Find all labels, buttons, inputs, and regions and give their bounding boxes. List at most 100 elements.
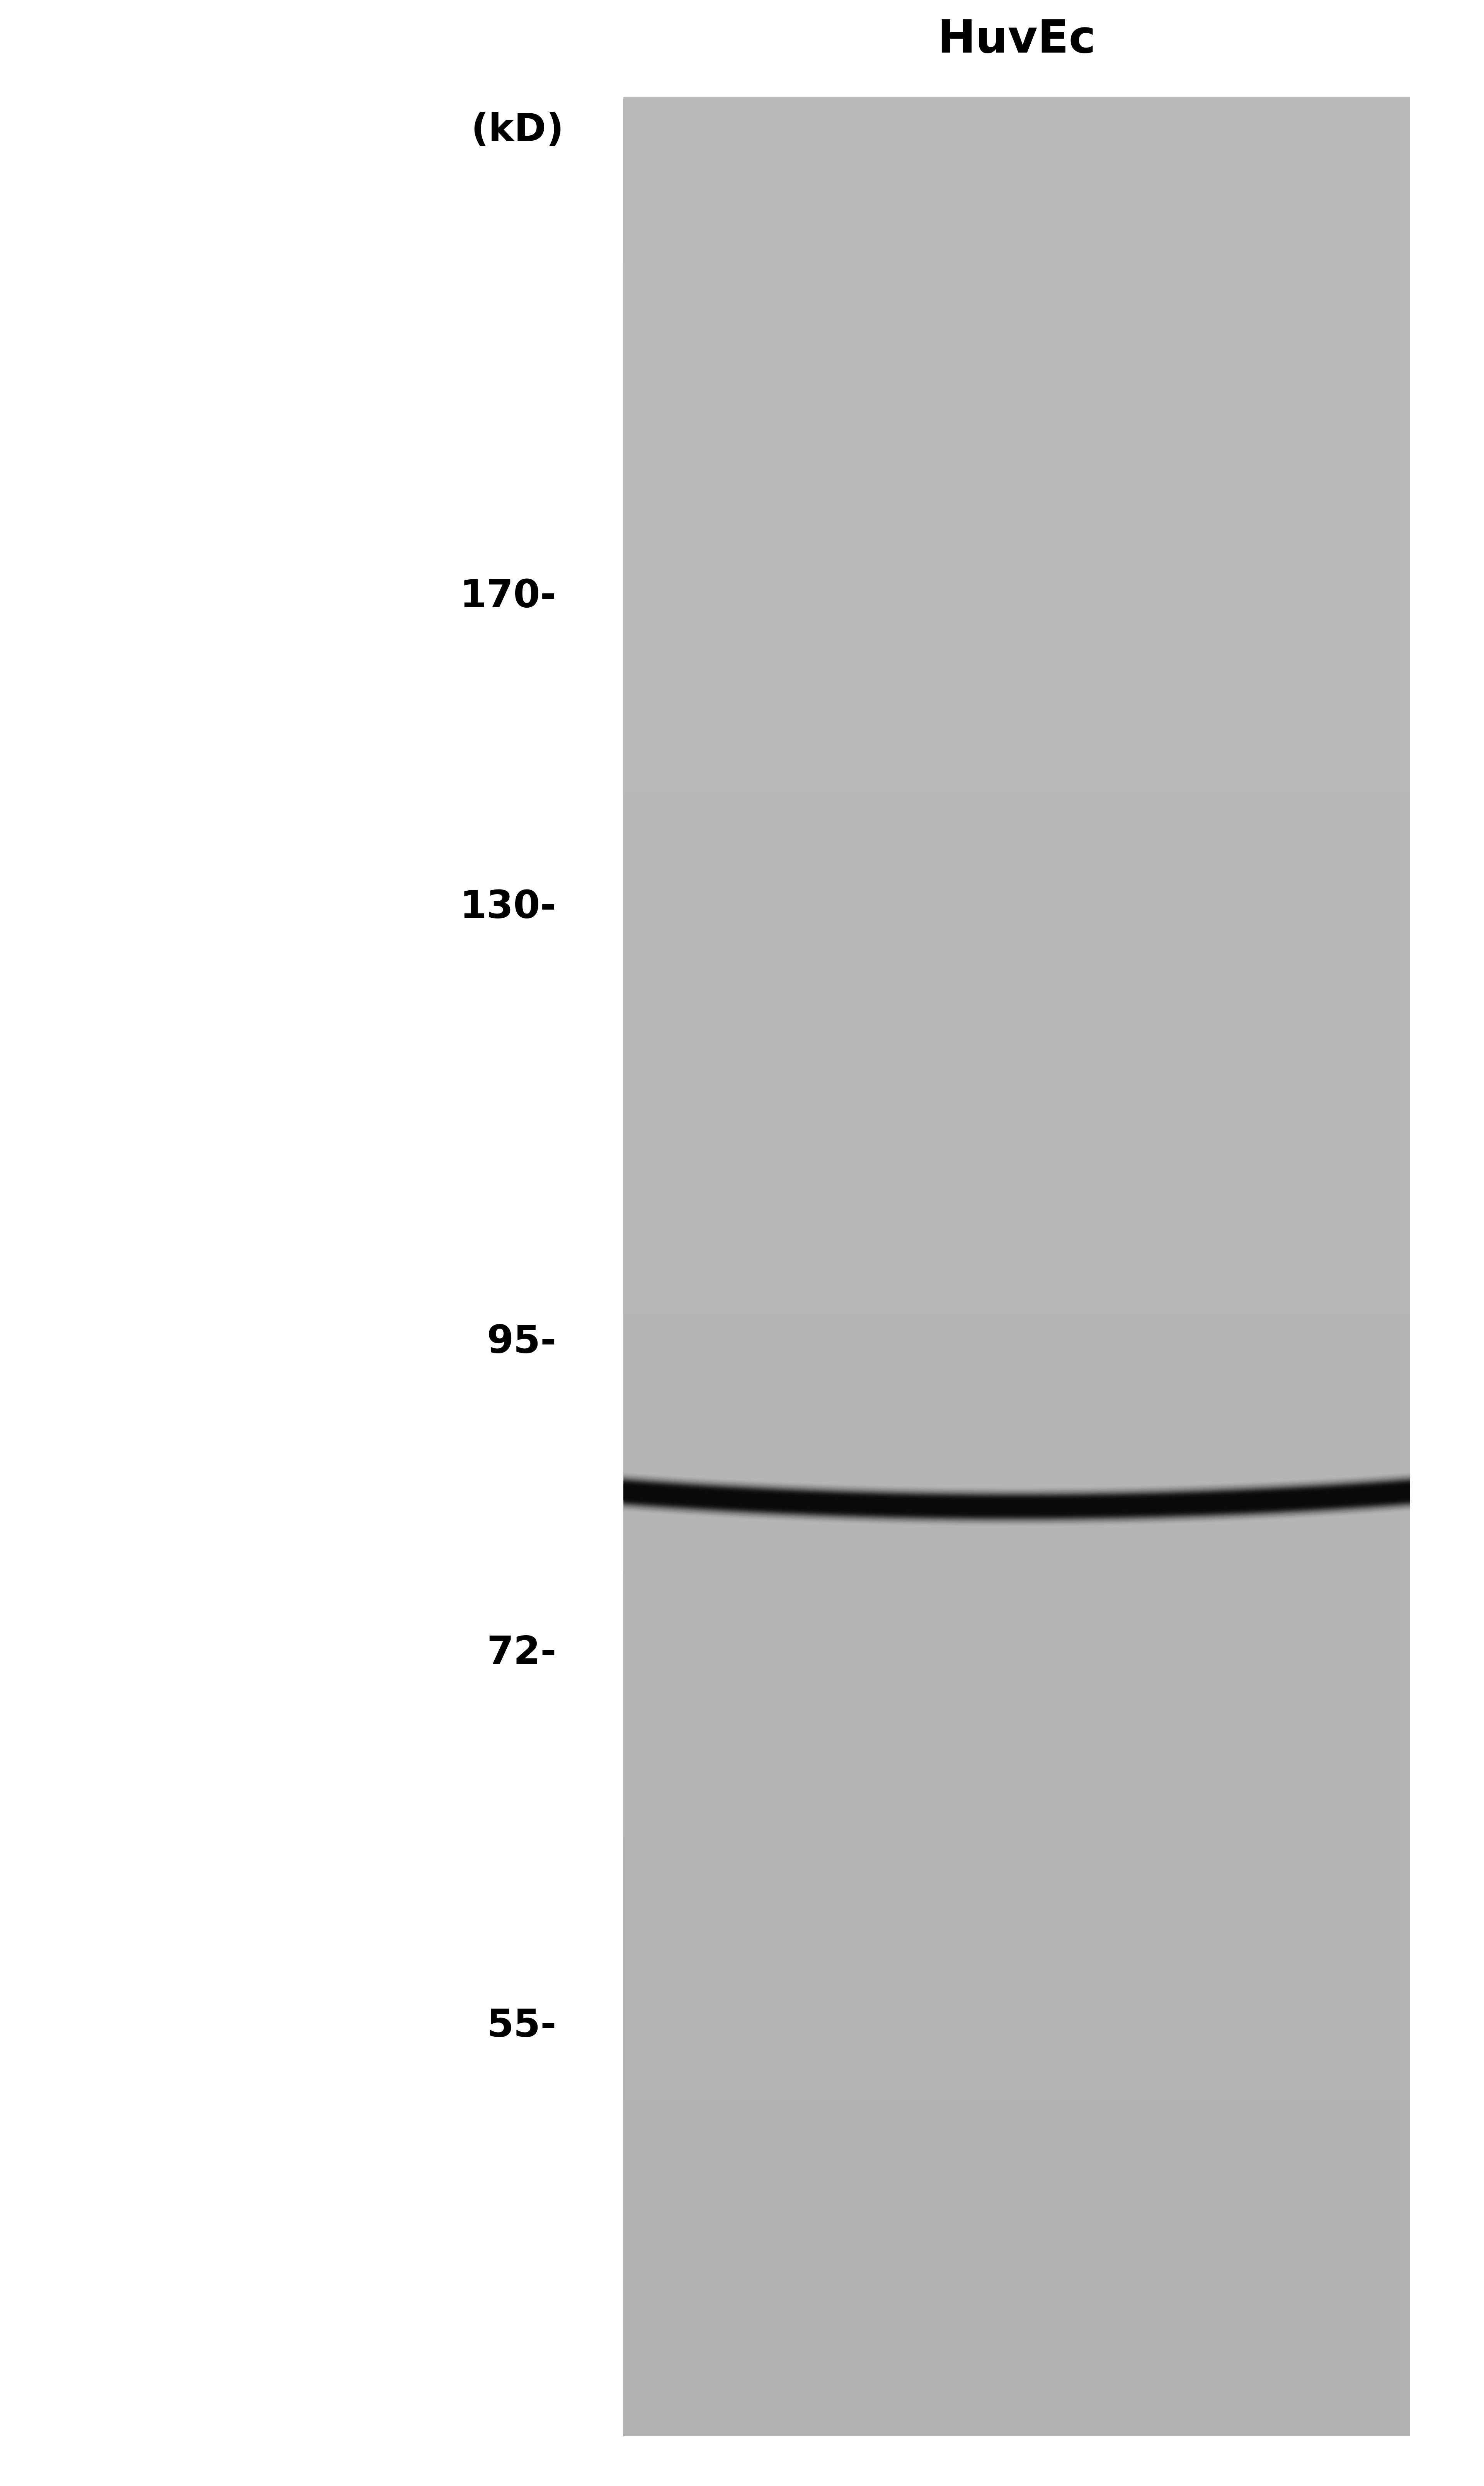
Bar [623,408,1410,418]
Bar [623,1934,1410,1947]
Text: (kD): (kD) [470,112,564,149]
Bar [623,1298,1410,1308]
Bar [623,1141,1410,1151]
Bar [623,1273,1410,1283]
Bar [623,1305,1410,1315]
Bar [623,532,1410,544]
Bar [623,1765,1410,1775]
Bar [623,137,1410,147]
Bar [623,962,1410,972]
Bar [623,1459,1410,1469]
Bar [623,2200,1410,2210]
Bar [623,346,1410,355]
Bar [623,400,1410,410]
Bar [623,557,1410,567]
Bar [623,728,1410,738]
Bar [623,1094,1410,1104]
Bar [623,1024,1410,1034]
Bar [623,1009,1410,1019]
Bar [623,1601,1410,1611]
Bar [623,2247,1410,2257]
Bar [623,564,1410,574]
Bar [623,510,1410,520]
Bar [623,1054,1410,1066]
Bar [623,1974,1410,1984]
Bar [623,947,1410,957]
Bar [623,830,1410,840]
Bar [623,254,1410,264]
Bar [623,2426,1410,2436]
Bar [623,2116,1410,2126]
Bar [623,1842,1410,1852]
Bar [623,2193,1410,2203]
Bar [623,1280,1410,1290]
Bar [623,1927,1410,1937]
Bar [623,1126,1410,1136]
Text: 72-: 72- [487,1633,556,1673]
Bar [623,838,1410,848]
Bar [623,597,1410,607]
Bar [623,2277,1410,2287]
Bar [623,1342,1410,1352]
Bar [623,922,1410,932]
Bar [623,2309,1410,2319]
Bar [623,363,1410,373]
Bar [623,1218,1410,1228]
Bar [623,743,1410,753]
Bar [623,1594,1410,1603]
Bar [623,447,1410,457]
Bar [623,1258,1410,1268]
Bar [623,626,1410,636]
Bar [623,1835,1410,1845]
Bar [623,129,1410,139]
Bar [623,1678,1410,1688]
Bar [623,1521,1410,1534]
Bar [623,425,1410,435]
Bar [623,542,1410,552]
Bar [623,2006,1410,2016]
Bar [623,1320,1410,1330]
Bar [623,1397,1410,1407]
Bar [623,572,1410,582]
Bar [623,2021,1410,2031]
Bar [623,1693,1410,1703]
Bar [623,2419,1410,2429]
Bar [623,316,1410,326]
Bar [623,480,1410,490]
Bar [623,892,1410,902]
Bar [623,1375,1410,1385]
Bar [623,1576,1410,1586]
Bar [623,2076,1410,2086]
Bar [623,2153,1410,2163]
Bar [623,181,1410,194]
Bar [623,2302,1410,2312]
Bar [623,1079,1410,1089]
Bar [623,1944,1410,1954]
Bar [623,385,1410,395]
Bar [623,1780,1410,1790]
Bar [623,221,1410,231]
Bar [623,119,1410,132]
Bar [623,2145,1410,2155]
Bar [623,659,1410,669]
Bar [623,1156,1410,1166]
Bar [623,1149,1410,1158]
Bar [623,937,1410,950]
Bar [623,2324,1410,2334]
Bar [623,930,1410,940]
Bar [623,1561,1410,1571]
Bar [623,1116,1410,1129]
Bar [623,1350,1410,1362]
Bar [623,1405,1410,1417]
Bar [623,167,1410,177]
Bar [623,433,1410,443]
Bar [623,1569,1410,1579]
Bar [623,1952,1410,1961]
Bar [623,2357,1410,2367]
Bar [623,2364,1410,2374]
Bar [623,1827,1410,1837]
Bar [623,1328,1410,1337]
Bar [623,1288,1410,1300]
Bar [623,798,1410,808]
Bar [623,1032,1410,1042]
